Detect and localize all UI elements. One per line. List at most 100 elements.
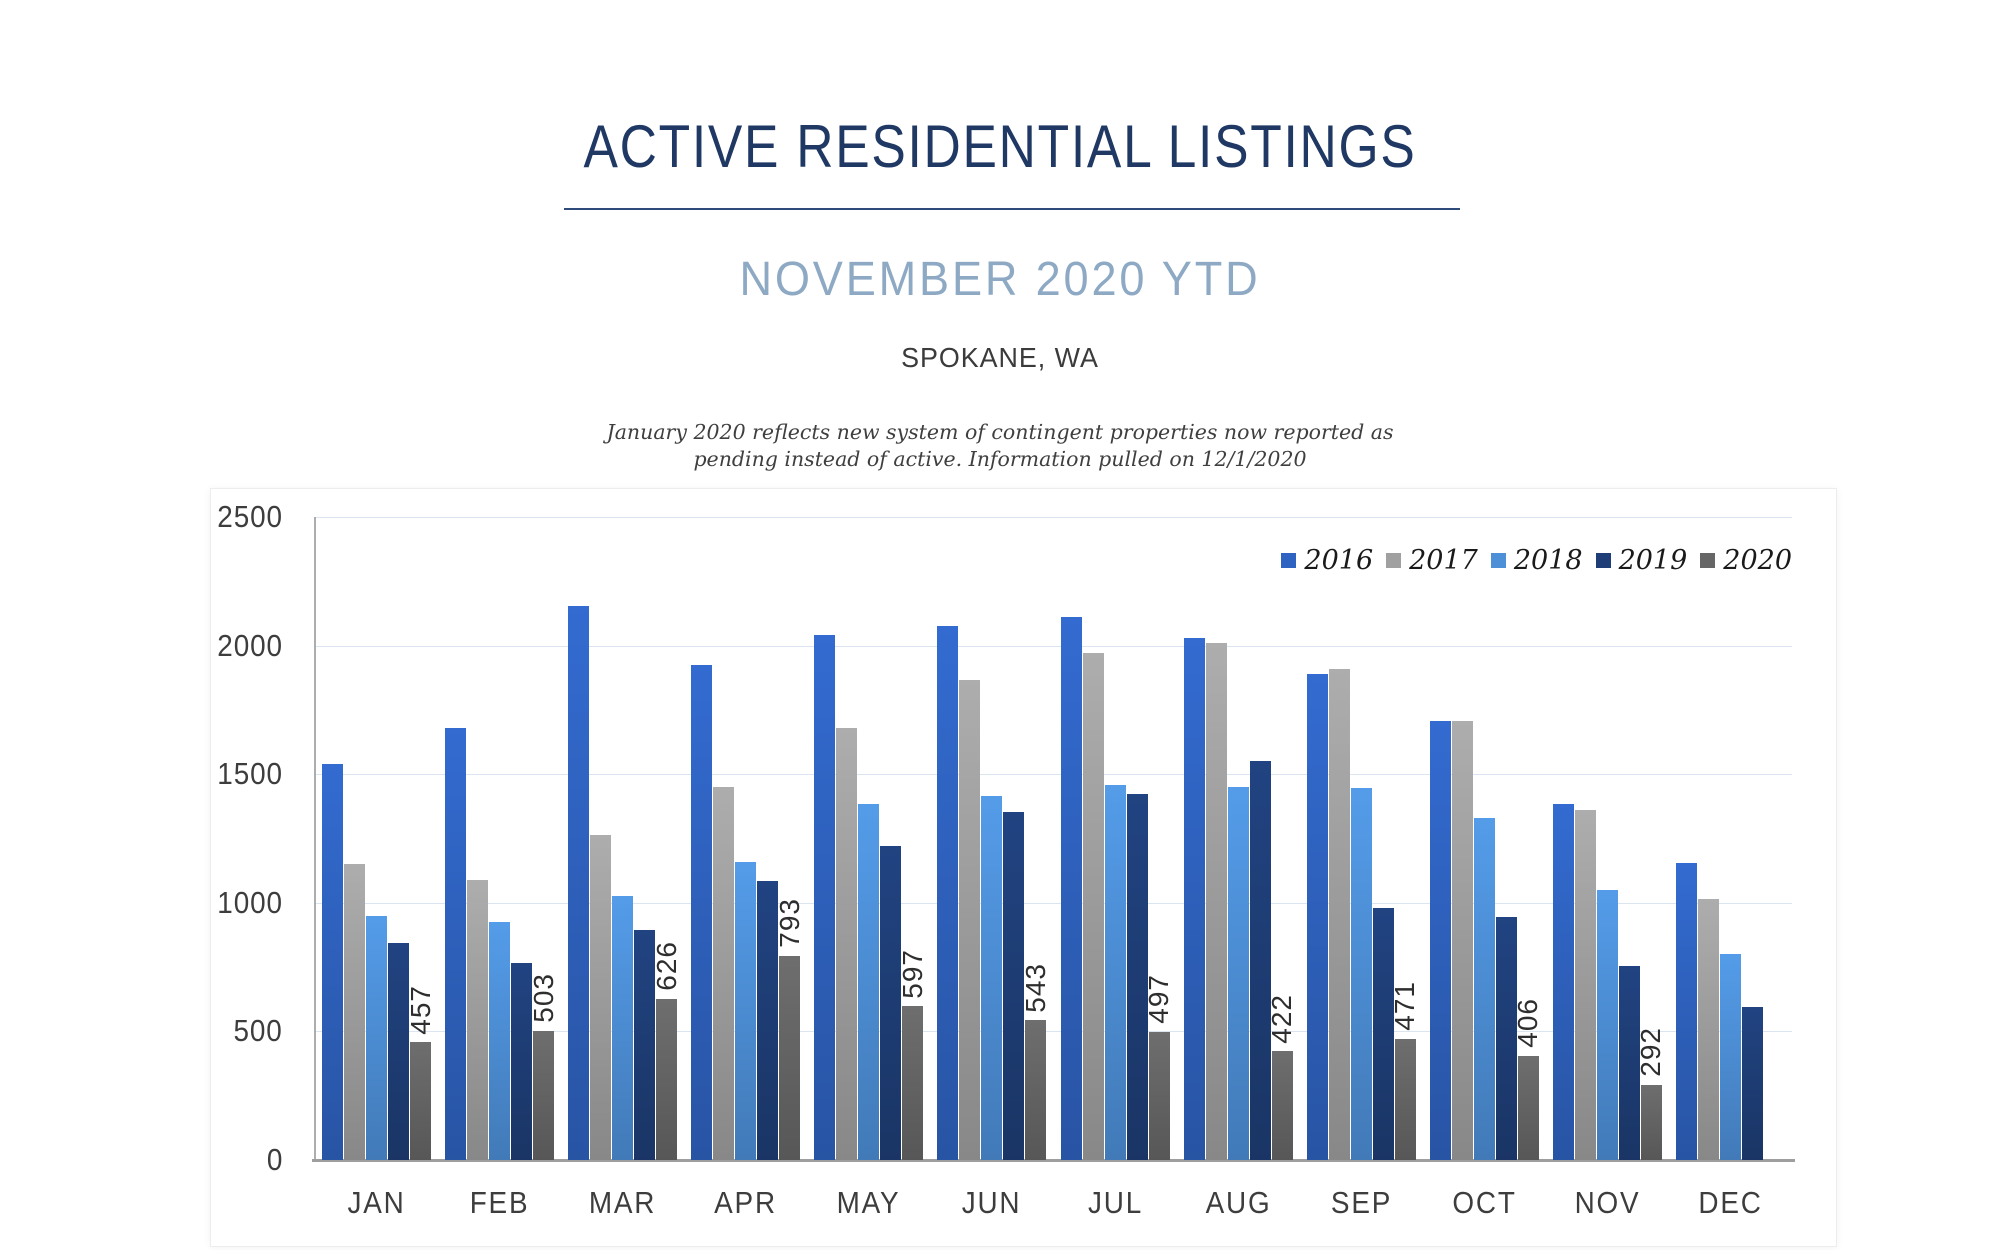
- x-axis-label-sep: SEP: [1330, 1185, 1392, 1220]
- bar-group-dec: [1669, 517, 1792, 1160]
- x-axis-label-jan: JAN: [347, 1185, 406, 1220]
- y-axis-tick-0: 0: [266, 1142, 283, 1177]
- bar-2016-sep: [1306, 673, 1328, 1160]
- gridline-500: [315, 1031, 1792, 1033]
- x-axis-label-nov: NOV: [1574, 1185, 1641, 1220]
- location-label: SPOKANE, WA: [901, 342, 1099, 373]
- bar-2020-aug: [1271, 1051, 1293, 1160]
- bar-group-nov: 292: [1546, 517, 1669, 1160]
- x-axis-label-feb: FEB: [469, 1185, 530, 1220]
- legend-item-2020: 2020: [1700, 547, 1792, 574]
- gridline-2000: [315, 645, 1792, 647]
- y-axis-tick-500: 500: [233, 1013, 283, 1049]
- bar-2019-oct: [1495, 916, 1517, 1160]
- bar-2017-jun: [959, 680, 981, 1160]
- bar-2020-jul: [1148, 1032, 1170, 1160]
- legend-swatch-2017: [1386, 553, 1402, 568]
- legend-swatch-2016: [1281, 553, 1297, 568]
- x-axis-label-dec: DEC: [1698, 1185, 1763, 1220]
- bar-2020-nov: [1640, 1084, 1662, 1160]
- bar-2016-dec: [1675, 862, 1697, 1160]
- bar-2017-apr: [713, 787, 735, 1160]
- x-axis-label-oct: OCT: [1452, 1185, 1517, 1220]
- legend-swatch-2019: [1595, 553, 1611, 568]
- bar-2016-apr: [691, 664, 713, 1160]
- bar-2018-aug: [1227, 787, 1249, 1160]
- bar-2019-jun: [1003, 811, 1025, 1160]
- x-axis-label-may: MAY: [836, 1185, 901, 1220]
- bar-2019-apr: [757, 880, 779, 1160]
- bar-2017-sep: [1328, 668, 1350, 1160]
- legend-item-2017: 2017: [1386, 547, 1478, 574]
- bar-group-aug: 422: [1177, 517, 1300, 1160]
- gridline-2500: [315, 517, 1792, 518]
- legend-label-2016: 2016: [1304, 545, 1374, 576]
- bar-2019-sep: [1372, 907, 1394, 1160]
- legend-label-2018: 2018: [1513, 545, 1583, 576]
- bar-2018-apr: [735, 861, 757, 1160]
- gridline-1500: [315, 774, 1792, 776]
- data-label-2020-jan: 457: [404, 984, 436, 1035]
- bar-2016-jun: [937, 626, 959, 1160]
- bar-2020-jan: [410, 1042, 432, 1160]
- legend-item-2019: 2019: [1595, 547, 1687, 574]
- y-axis-tick-2000: 2000: [217, 627, 283, 663]
- bar-2017-jan: [344, 864, 366, 1160]
- legend-label-2020: 2020: [1723, 545, 1792, 576]
- bar-group-jan: 457: [315, 517, 438, 1160]
- x-axis-label-apr: APR: [714, 1185, 778, 1220]
- bar-2020-oct: [1517, 1055, 1539, 1160]
- y-axis-tick-1500: 1500: [217, 756, 283, 792]
- bar-2017-dec: [1697, 898, 1719, 1160]
- bar-2017-oct: [1451, 721, 1473, 1160]
- bar-2017-nov: [1574, 810, 1596, 1160]
- bar-2017-jul: [1082, 653, 1104, 1160]
- bar-2020-sep: [1394, 1038, 1416, 1160]
- x-axis-label-jun: JUN: [962, 1185, 1022, 1220]
- data-label-2020-oct: 406: [1512, 997, 1544, 1048]
- legend-swatch-2018: [1490, 553, 1506, 568]
- bar-2019-jan: [388, 942, 410, 1160]
- bar-2016-jul: [1060, 617, 1082, 1160]
- bar-group-feb: 503: [438, 517, 561, 1160]
- bar-2016-aug: [1183, 637, 1205, 1160]
- bar-2019-mar: [634, 929, 656, 1160]
- bar-2018-jun: [981, 796, 1003, 1160]
- y-axis-line: [314, 517, 316, 1160]
- bar-2018-sep: [1350, 788, 1372, 1160]
- bar-2018-nov: [1596, 889, 1618, 1160]
- legend-item-2016: 2016: [1281, 547, 1373, 574]
- bar-2017-mar: [590, 834, 612, 1160]
- bar-2019-nov: [1618, 965, 1640, 1160]
- bar-2019-aug: [1249, 761, 1271, 1160]
- data-label-2020-mar: 626: [650, 941, 682, 991]
- legend-swatch-2020: [1700, 553, 1716, 568]
- bar-chart-plot: 0 500 1000 1500 2000 2500 457 JAN 503 FEB 626 MAR 79…: [217, 499, 1795, 1220]
- data-label-2020-sep: 471: [1389, 981, 1421, 1031]
- bar-2016-jan: [322, 763, 344, 1160]
- legend: 2016 2017 2018 2019 2020: [1281, 547, 1792, 574]
- title-underline: [564, 208, 1460, 210]
- bar-2018-dec: [1719, 954, 1741, 1160]
- bar-2016-feb: [445, 727, 467, 1160]
- bar-2020-feb: [533, 1030, 555, 1160]
- x-axis-label-aug: AUG: [1205, 1185, 1272, 1220]
- bar-2020-apr: [779, 956, 801, 1160]
- bar-2018-may: [858, 803, 880, 1160]
- bar-2020-mar: [656, 999, 678, 1160]
- subtitle: NOVEMBER 2020 YTD: [739, 253, 1261, 306]
- x-axis-line: [312, 1159, 1795, 1162]
- data-label-2020-aug: 422: [1266, 993, 1298, 1044]
- data-label-2020-may: 597: [896, 948, 928, 999]
- note-line-1: January 2020 reflects new system of cont…: [606, 419, 1394, 444]
- bar-group-apr: 793: [684, 517, 807, 1160]
- legend-item-2018: 2018: [1490, 545, 1583, 576]
- bar-2016-may: [814, 635, 836, 1160]
- bar-2019-dec: [1741, 1006, 1763, 1160]
- bar-group-jul: 497: [1054, 517, 1177, 1160]
- bar-2018-jul: [1104, 784, 1126, 1160]
- data-label-2020-feb: 503: [527, 972, 559, 1023]
- y-axis-tick-2500: 2500: [217, 499, 283, 534]
- bar-group-mar: 626: [561, 517, 684, 1160]
